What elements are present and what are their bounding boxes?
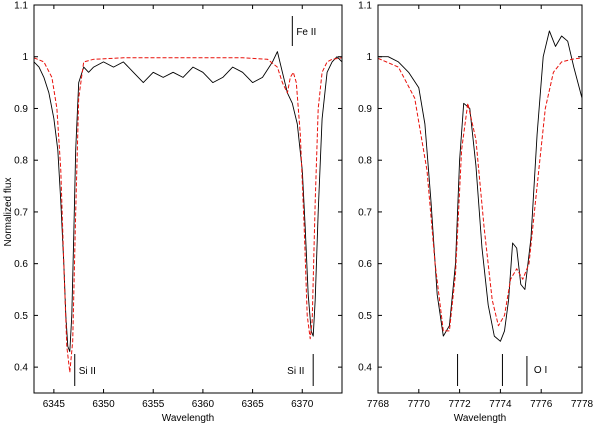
x-axis-label: Wavelength <box>162 413 214 424</box>
y-tick-label: 0.4 <box>14 363 28 374</box>
panel-left-si-ii-fe-ii: 6345 6350 6355 6360 6365 6370 0.4 0.5 0.6 0.7 0.8 0… <box>14 1 343 424</box>
plot-frame <box>33 4 343 394</box>
model-spectrum-line <box>34 57 342 373</box>
x-tick-label: 7774 <box>489 399 512 410</box>
x-tick-label: 6365 <box>241 399 264 410</box>
y-tick-label: 0.6 <box>14 259 28 270</box>
y-tick-label: 0.4 <box>358 363 372 374</box>
line-id-label: Si II <box>287 366 304 377</box>
y-tick-label: 0.7 <box>358 207 372 218</box>
y-tick-label: 0.9 <box>14 104 28 115</box>
x-tick-label: 7770 <box>408 399 431 410</box>
y-tick-label: 1.1 <box>14 1 28 12</box>
x-tick-label: 7772 <box>448 399 471 410</box>
y-tick-label: 0.8 <box>14 156 28 167</box>
x-tick-label: 6370 <box>291 399 314 410</box>
observed-spectrum-line <box>34 51 342 353</box>
x-axis-label: Wavelength <box>454 413 506 424</box>
y-tick-label: 0.9 <box>358 104 372 115</box>
line-id-label: O I <box>534 365 547 376</box>
y-tick-label: 0.5 <box>358 311 372 322</box>
y-tick-label: 0.8 <box>358 156 372 167</box>
plot-frame <box>377 4 583 394</box>
model-spectrum-line <box>378 57 582 332</box>
x-tick-label: 6345 <box>43 399 66 410</box>
panel-right-o-i: 7768 7770 7772 7774 7776 7778 0.4 0.5 0.6 0.7 0.8 0… <box>358 1 593 424</box>
y-tick-label: 0.7 <box>14 207 28 218</box>
y-tick-label: 1.1 <box>358 1 372 12</box>
x-tick-label: 7776 <box>530 399 553 410</box>
x-tick-label: 6355 <box>142 399 165 410</box>
y-tick-label: 1 <box>22 52 28 63</box>
x-tick-label: 6350 <box>92 399 115 410</box>
x-tick-label: 6360 <box>192 399 215 410</box>
line-id-label: Fe II <box>296 27 316 38</box>
x-tick-label: 7778 <box>571 399 594 410</box>
line-id-label: Si II <box>79 366 96 377</box>
y-tick-label: 0.5 <box>14 311 28 322</box>
x-tick-label: 7768 <box>367 399 390 410</box>
y-tick-label: 1 <box>366 52 372 63</box>
y-axis-label: Normalized flux <box>3 178 14 247</box>
observed-spectrum-line <box>378 30 582 342</box>
y-tick-label: 0.6 <box>358 259 372 270</box>
